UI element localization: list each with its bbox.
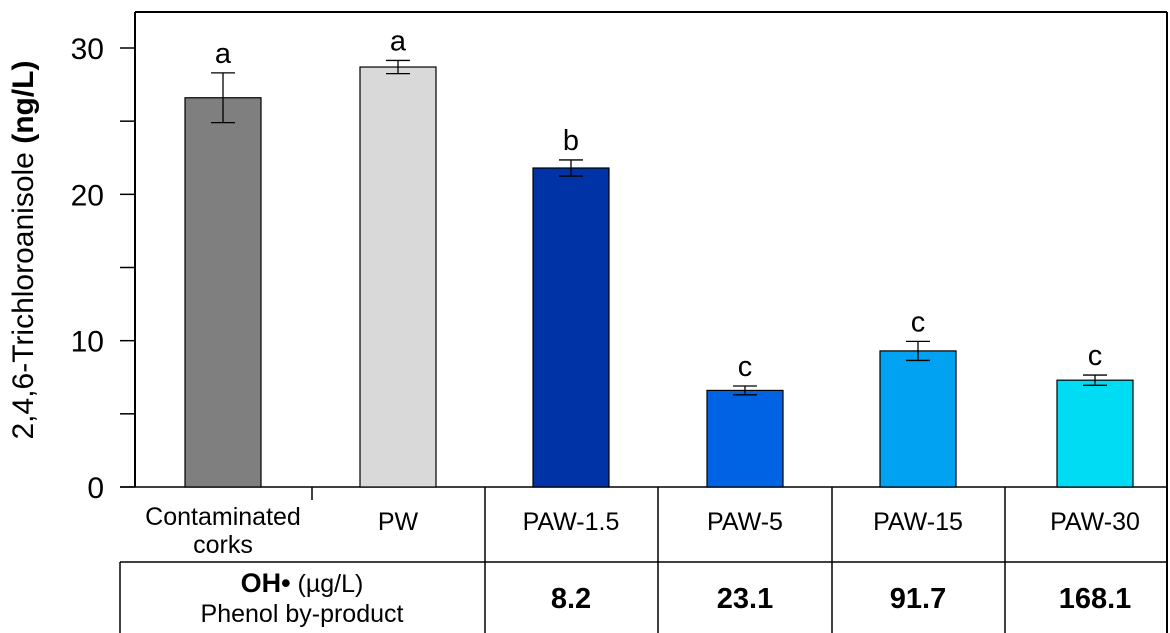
y-axis-label-text: 2,4,6-Trichloroanisole	[7, 144, 40, 440]
significance-letter: a	[390, 25, 407, 57]
table-value: 23.1	[717, 583, 773, 615]
table-value: 91.7	[890, 583, 946, 615]
significance-letters: a a b c c c	[215, 25, 1102, 383]
y-tick-label: 0	[87, 472, 104, 505]
category-label: PAW-30	[1050, 508, 1140, 536]
bars	[184, 66, 1134, 488]
significance-letter: c	[911, 306, 926, 338]
significance-letter: a	[215, 38, 232, 70]
bar	[879, 350, 957, 488]
category-label: PAW-15	[873, 508, 963, 536]
table-header-line-2: Phenol by-product	[201, 600, 404, 628]
y-axis-label: 2,4,6-Trichloroanisole (ng/L)	[7, 61, 40, 440]
table-values: 8.2 23.1 91.7 168.1	[551, 583, 1131, 615]
bar	[184, 97, 262, 488]
category-label: PAW-1.5	[523, 508, 620, 536]
y-tick-label: 30	[71, 33, 104, 66]
significance-letter: c	[1088, 340, 1103, 372]
table-header-line-1: OH• (µg/L)	[241, 568, 364, 598]
y-ticks: 0 10 20 30	[71, 33, 135, 505]
category-label: PW	[378, 508, 419, 536]
bar	[359, 66, 437, 488]
significance-letter: b	[563, 125, 579, 157]
table-header-unit: (µg/L)	[291, 570, 364, 598]
error-bars	[211, 59, 1107, 396]
category-label: PAW-5	[707, 508, 783, 536]
table-value: 8.2	[551, 583, 591, 615]
y-axis-label-unit: (ng/L)	[7, 61, 40, 144]
bar	[1056, 379, 1134, 488]
y-tick-label: 20	[71, 179, 104, 212]
bar	[532, 167, 610, 488]
y-tick-label: 10	[71, 326, 104, 359]
category-label: corks	[193, 531, 253, 559]
bar	[706, 389, 784, 488]
table-header-oh: OH•	[241, 568, 291, 598]
table-value: 168.1	[1059, 583, 1132, 615]
significance-letter: c	[738, 351, 753, 383]
category-label: Contaminated	[145, 503, 301, 531]
